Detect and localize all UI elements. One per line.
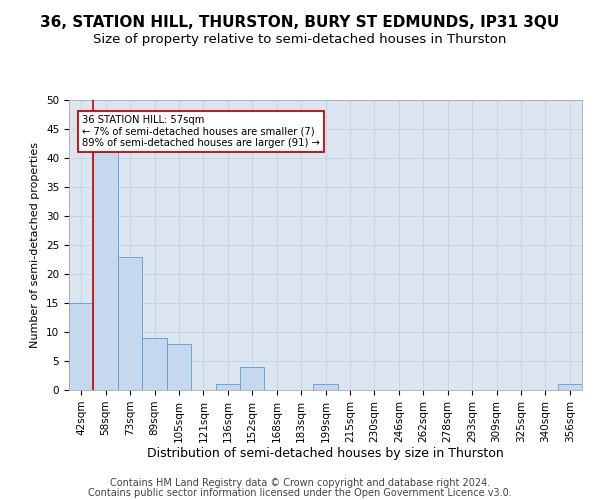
X-axis label: Distribution of semi-detached houses by size in Thurston: Distribution of semi-detached houses by … (147, 448, 504, 460)
Bar (313, 384, 338, 390)
Text: 36 STATION HILL: 57sqm
← 7% of semi-detached houses are smaller (7)
89% of semi-: 36 STATION HILL: 57sqm ← 7% of semi-deta… (82, 114, 320, 148)
Text: Contains HM Land Registry data © Crown copyright and database right 2024.: Contains HM Land Registry data © Crown c… (110, 478, 490, 488)
Y-axis label: Number of semi-detached properties: Number of semi-detached properties (31, 142, 40, 348)
Text: 36, STATION HILL, THURSTON, BURY ST EDMUNDS, IP31 3QU: 36, STATION HILL, THURSTON, BURY ST EDMU… (40, 15, 560, 30)
Bar (167, 344, 191, 390)
Text: Contains public sector information licensed under the Open Government Licence v3: Contains public sector information licen… (88, 488, 512, 498)
Bar (557, 384, 582, 390)
Bar (118, 256, 142, 390)
Text: Size of property relative to semi-detached houses in Thurston: Size of property relative to semi-detach… (94, 32, 506, 46)
Bar (142, 338, 167, 390)
Bar (94, 152, 118, 390)
Bar (69, 303, 94, 390)
Bar (240, 367, 265, 390)
Bar (215, 384, 240, 390)
